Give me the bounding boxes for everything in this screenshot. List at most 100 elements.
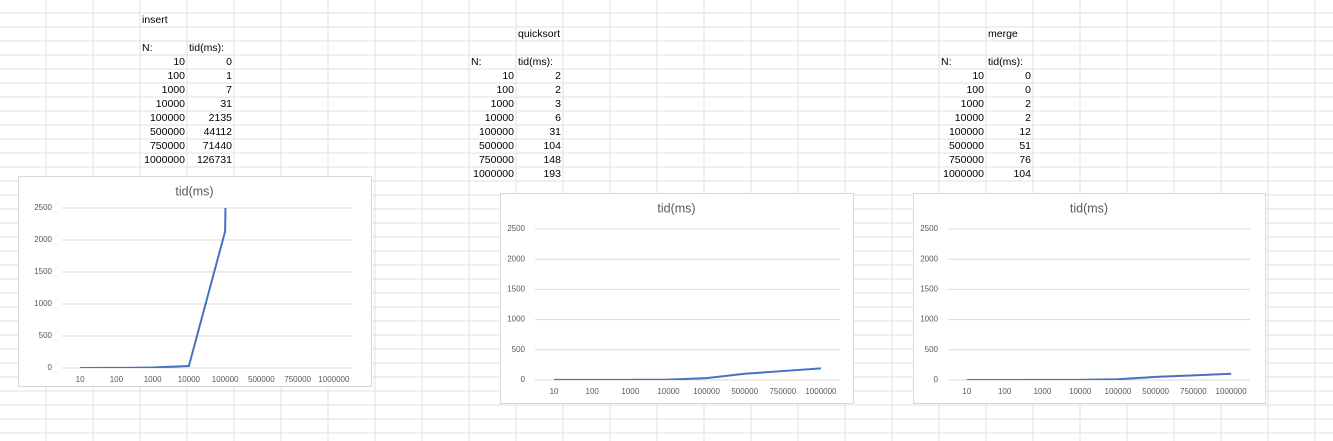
- time-value: 0: [226, 56, 232, 68]
- y-tick-label: 0: [934, 375, 939, 384]
- y-tick-label: 2000: [34, 235, 52, 244]
- x-tick-label: 100000: [693, 387, 720, 396]
- time-value: 31: [549, 126, 561, 138]
- time-value: 71440: [203, 140, 232, 152]
- n-value: 100: [167, 70, 185, 82]
- n-value: 10000: [156, 98, 185, 110]
- time-value: 2: [555, 70, 561, 82]
- n-value: 500000: [949, 140, 984, 152]
- chart: tid(ms) 0 500 1000 1500 2000 2500 10 100 1000 1000…: [913, 193, 1266, 404]
- x-tick-label: 1000: [621, 387, 639, 396]
- chart-title: tid(ms): [1070, 201, 1108, 215]
- x-tick-label: 750000: [769, 387, 796, 396]
- x-tick-label: 100: [586, 387, 600, 396]
- chart-title: tid(ms): [657, 201, 695, 215]
- n-value: 1000000: [943, 168, 984, 180]
- time-value: 126731: [197, 154, 232, 166]
- x-tick-label: 1000: [144, 375, 162, 384]
- n-value: 10000: [955, 112, 984, 124]
- n-value: 750000: [150, 140, 185, 152]
- n-value: 1000: [491, 98, 515, 110]
- time-value: 0: [1025, 84, 1031, 96]
- time-value: 12: [1019, 126, 1031, 138]
- column-header: N:: [142, 42, 153, 54]
- n-value: 100: [966, 84, 984, 96]
- y-tick-label: 2000: [507, 254, 525, 263]
- x-tick-label: 1000000: [318, 375, 350, 384]
- x-tick-label: 100000: [1105, 387, 1132, 396]
- n-value: 100: [496, 84, 514, 96]
- data-line: [966, 372, 1232, 380]
- x-tick-label: 10: [550, 387, 559, 396]
- column-header: N:: [941, 56, 952, 68]
- y-tick-label: 1000: [507, 315, 525, 324]
- n-value: 750000: [479, 154, 514, 166]
- chart-title: tid(ms): [175, 184, 213, 198]
- chart-area: [913, 193, 1266, 404]
- y-tick-label: 500: [925, 345, 939, 354]
- time-value: 0: [1025, 70, 1031, 82]
- n-value: 10: [502, 70, 514, 82]
- n-value: 1000000: [144, 154, 185, 166]
- time-value: 104: [1013, 168, 1031, 180]
- n-value: 750000: [949, 154, 984, 166]
- x-tick-label: 10: [76, 375, 85, 384]
- x-tick-label: 1000000: [1216, 387, 1248, 396]
- x-tick-label: 10000: [1069, 387, 1092, 396]
- x-tick-label: 100000: [212, 375, 239, 384]
- chart-area: [500, 193, 854, 404]
- y-tick-label: 500: [512, 345, 526, 354]
- time-value: 1: [226, 70, 232, 82]
- data-line: [80, 208, 227, 368]
- y-tick-label: 1500: [34, 267, 52, 276]
- n-value: 100000: [150, 112, 185, 124]
- x-tick-label: 10: [962, 387, 971, 396]
- x-tick-label: 100: [110, 375, 124, 384]
- time-value: 104: [543, 140, 561, 152]
- time-value: 2: [1025, 98, 1031, 110]
- x-tick-label: 750000: [284, 375, 311, 384]
- y-tick-label: 2500: [920, 224, 938, 233]
- chart-area: [18, 176, 372, 387]
- table-title: quicksort: [518, 28, 560, 40]
- y-tick-label: 2000: [920, 254, 938, 263]
- time-value: 76: [1019, 154, 1031, 166]
- n-value: 1000: [162, 84, 186, 96]
- y-tick-label: 0: [521, 375, 526, 384]
- time-value: 6: [555, 112, 561, 124]
- n-value: 500000: [479, 140, 514, 152]
- x-tick-label: 10000: [657, 387, 680, 396]
- time-value: 148: [543, 154, 561, 166]
- n-value: 10000: [485, 112, 514, 124]
- table-title: merge: [988, 28, 1018, 40]
- x-tick-label: 10000: [178, 375, 201, 384]
- time-value: 193: [543, 168, 561, 180]
- n-value: 10: [173, 56, 185, 68]
- time-value: 2135: [209, 112, 233, 124]
- y-tick-label: 0: [48, 363, 53, 372]
- column-header: tid(ms):: [189, 42, 224, 54]
- y-tick-label: 1000: [34, 299, 52, 308]
- x-tick-label: 500000: [731, 387, 758, 396]
- x-tick-label: 1000: [1033, 387, 1051, 396]
- y-tick-label: 500: [39, 331, 53, 340]
- time-value: 2: [555, 84, 561, 96]
- chart: tid(ms) 0 500 1000 1500 2000 2500 10 100 1000 1000…: [500, 193, 854, 404]
- x-tick-label: 500000: [248, 375, 275, 384]
- y-tick-label: 2500: [507, 224, 525, 233]
- x-tick-label: 750000: [1180, 387, 1207, 396]
- time-value: 31: [220, 98, 232, 110]
- time-value: 3: [555, 98, 561, 110]
- n-value: 100000: [479, 126, 514, 138]
- x-tick-label: 100: [998, 387, 1012, 396]
- y-tick-label: 1000: [920, 315, 938, 324]
- chart: tid(ms) 0 500 1000 1500 2000 2500 10 100 1000 1000…: [18, 176, 372, 387]
- n-value: 500000: [150, 126, 185, 138]
- n-value: 100000: [949, 126, 984, 138]
- time-value: 7: [226, 84, 232, 96]
- column-header: tid(ms):: [988, 56, 1023, 68]
- column-header: N:: [471, 56, 482, 68]
- n-value: 1000000: [473, 168, 514, 180]
- y-tick-label: 2500: [34, 203, 52, 212]
